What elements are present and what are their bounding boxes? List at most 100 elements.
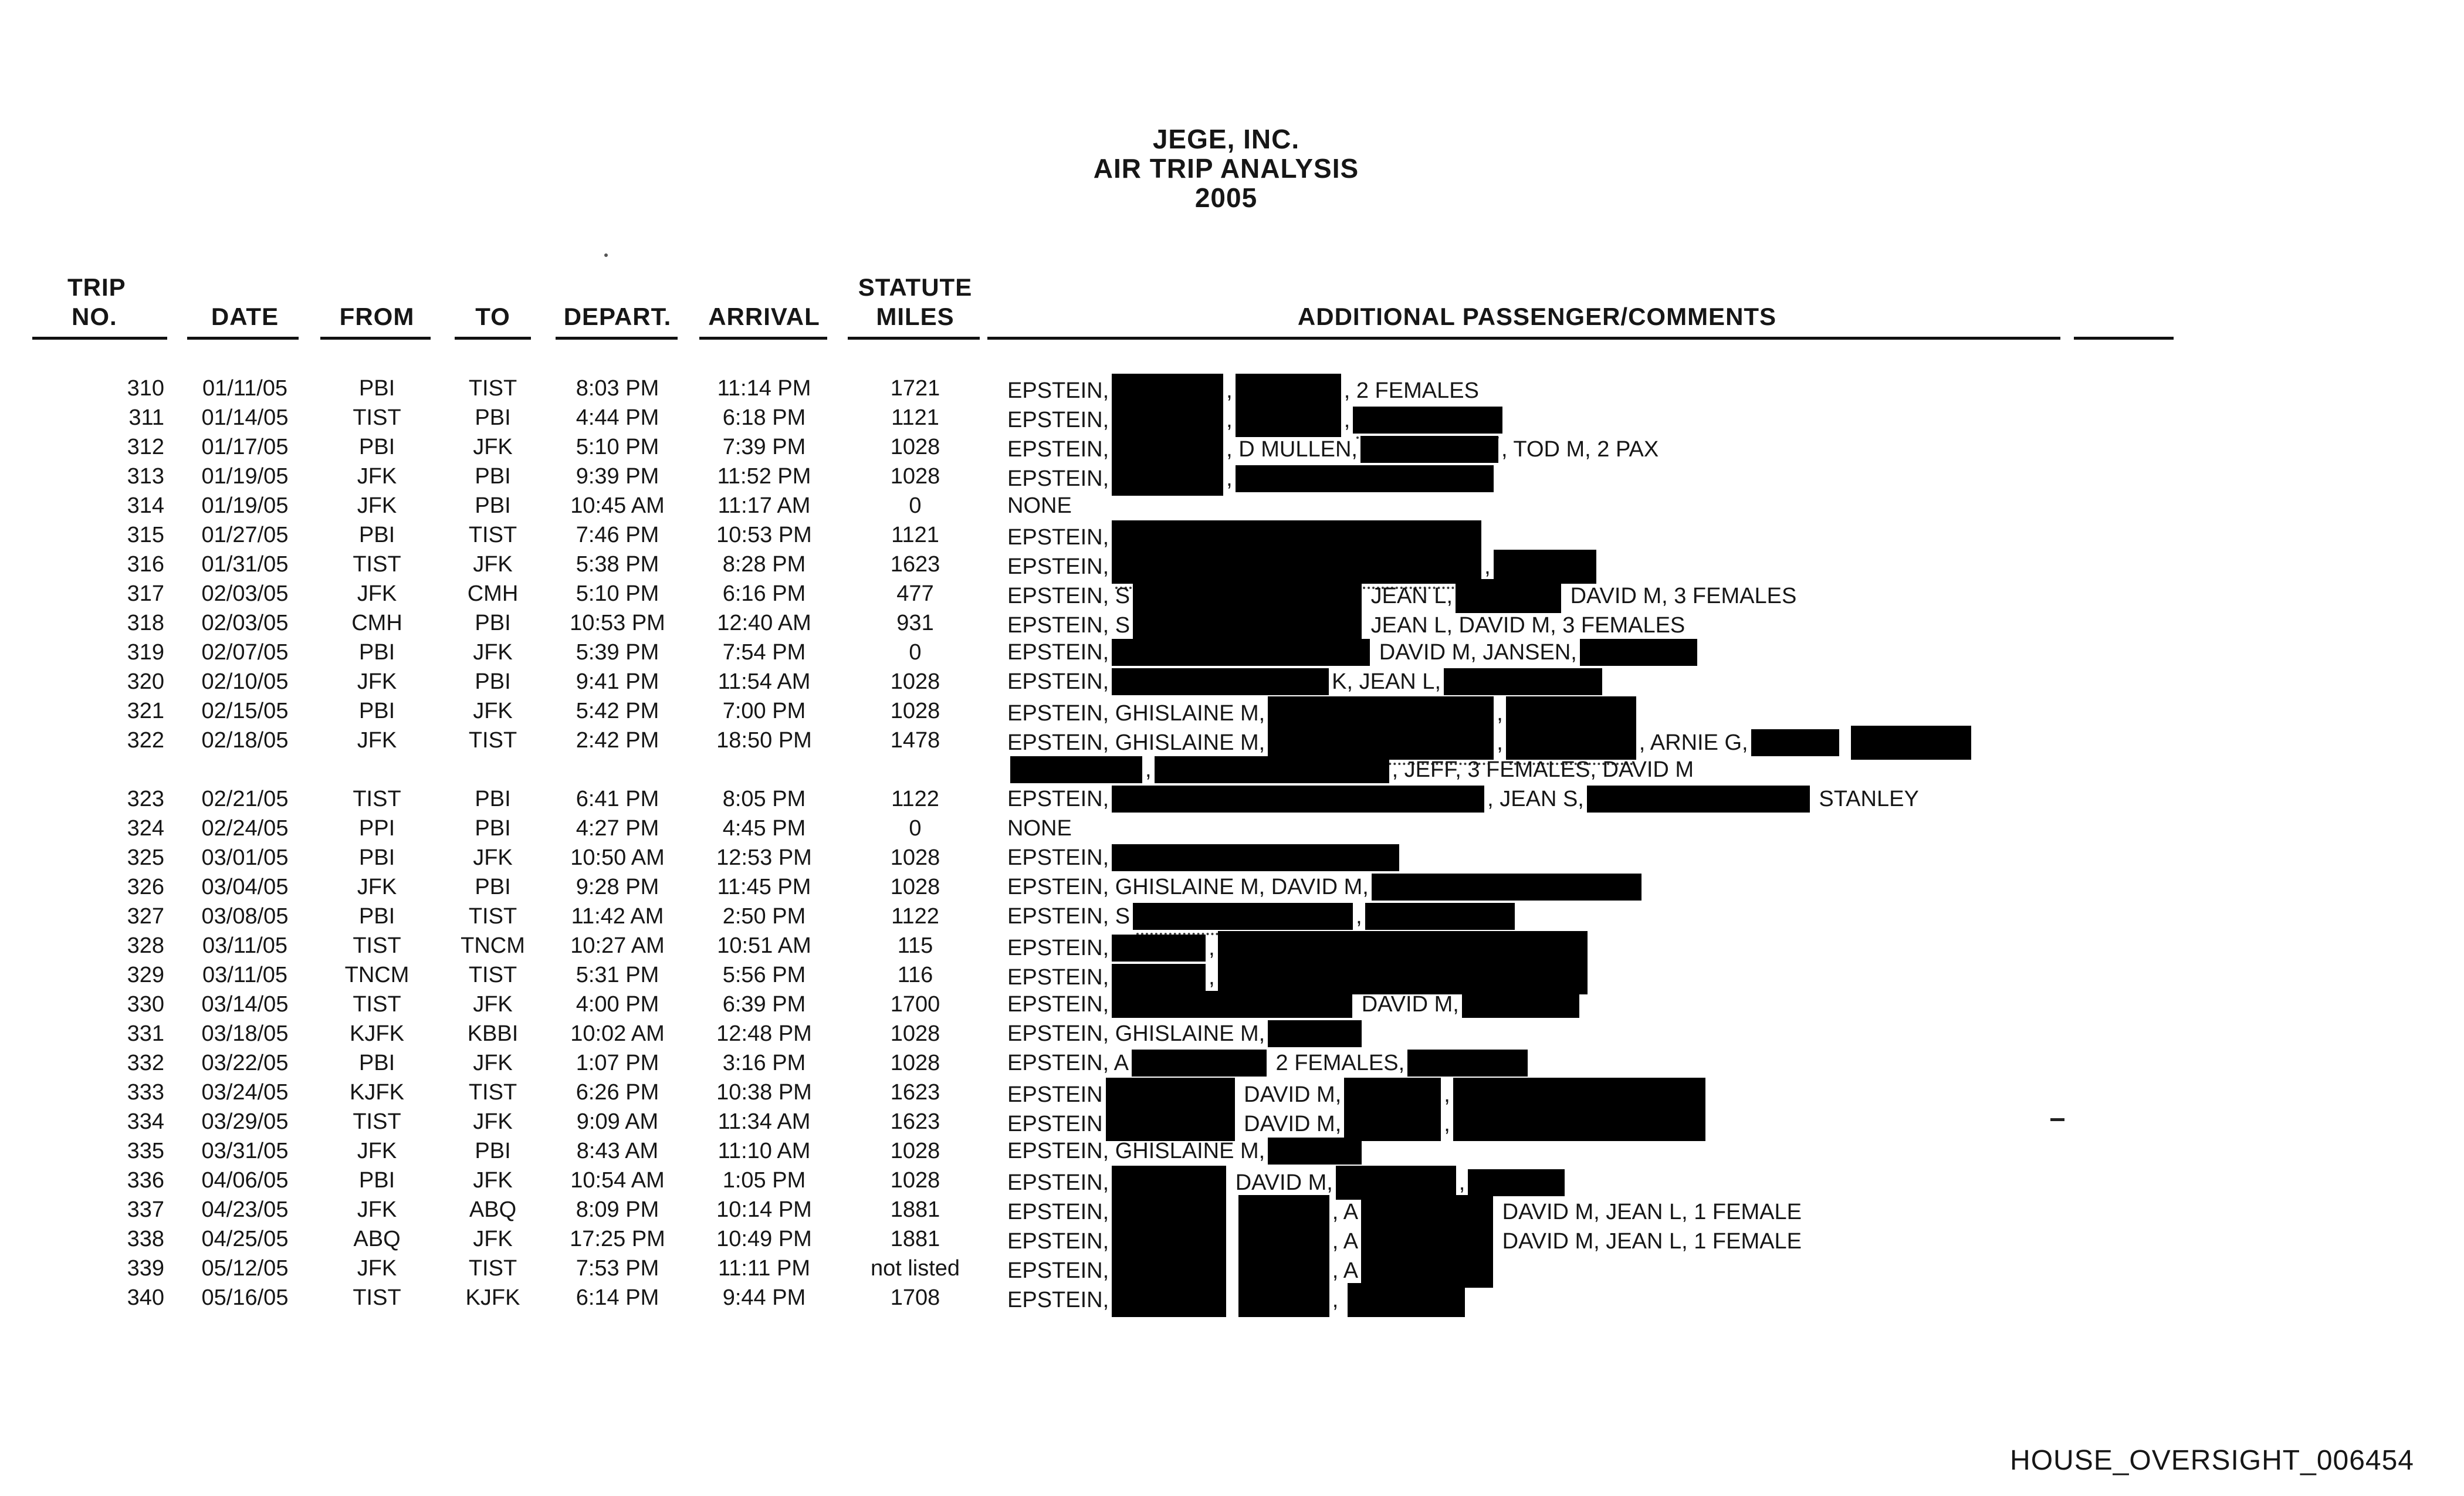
comments-cell: EPSTEIN,, , 2 FEMALES [1007,374,2446,408]
to-cell: TIST [468,904,517,929]
comment-text: EPSTEIN [1007,1082,1103,1107]
table-row: 312 01/17/05 PBI JFK 5:10 PM 7:39 PM 102… [0,432,2464,466]
arrival-cell: 12:48 PM [716,1021,812,1046]
date-cell: 03/04/05 [201,875,289,899]
table-row: 310 01/11/05 PBI TIST 8:03 PM 11:14 PM 1… [0,374,2464,408]
redaction-box [1133,579,1362,613]
comment-text: , [1226,408,1233,432]
comment-text: EPSTEIN, [1007,1170,1109,1195]
redaction-box [1361,1254,1494,1288]
table-row: 339 05/12/05 JFK TIST 7:53 PM 11:11 PM n… [0,1254,2464,1288]
table-row: 334 03/29/05 TIST JFK 9:09 AM 11:34 AM 1… [0,1107,2464,1141]
from-cell: TIST [353,933,401,958]
depart-cell: 9:39 PM [576,464,659,489]
redaction-box [1112,374,1224,408]
miles-cell: 1623 [890,552,940,577]
arrival-cell: 9:44 PM [722,1285,806,1310]
arrival-cell: 11:14 PM [717,376,811,401]
comment-text: JEAN L, [1365,584,1453,608]
date-cell: 02/24/05 [201,816,289,841]
comments-cell: EPSTEIN DAVID M,, [1007,1107,2446,1141]
redaction-box [1131,1050,1267,1077]
redaction-box [1586,786,1810,813]
comment-text: EPSTEIN, S [1007,613,1131,638]
arrival-cell: 11:10 AM [717,1139,811,1163]
redaction-box [1105,1078,1235,1112]
comment-text: EPSTEIN, GHISLAINE M, [1007,701,1265,726]
comments-cell: EPSTEIN, , D MULLEN, , TOD M, 2 PAX [1007,432,2446,466]
date-cell: 02/10/05 [201,669,289,694]
date-cell: 04/25/05 [201,1227,289,1251]
header-to: TO [475,303,510,330]
comment-text: 2 FEMALES, [1269,1051,1405,1075]
table-row: 338 04/25/05 ABQ JFK 17:25 PM 10:49 PM 1… [0,1224,2464,1258]
from-cell: JFK [357,875,397,899]
table-row: 318 02/03/05 CMH PBI 10:53 PM 12:40 AM 9… [0,608,2464,642]
trip-no-cell: 313 [127,464,164,489]
redaction-box [1112,1283,1227,1317]
redaction-box [1133,903,1353,935]
header-underline [187,337,299,340]
comment-text: EPSTEIN, [1007,669,1109,694]
table-row: 335 03/31/05 JFK PBI 8:43 AM 11:10 AM 10… [0,1136,2464,1166]
date-cell: 02/18/05 [201,728,289,753]
comments-cell: EPSTEIN, GHISLAINE M, DAVID M, [1007,872,2446,902]
table-row: 322 02/18/05 JFK TIST 2:42 PM 18:50 PM 1… [0,726,2464,765]
comment-text: EPSTEIN, [1007,1229,1109,1254]
from-cell: TIST [353,405,401,430]
table-row: 324 02/24/05 PPI PBI 4:27 PM 4:45 PM 0 N… [0,814,2464,843]
table-row: 337 04/23/05 JFK ABQ 8:09 PM 10:14 PM 18… [0,1195,2464,1229]
miles-cell: 1028 [890,1021,940,1046]
to-cell: PBI [475,405,511,430]
trip-no-cell: 339 [127,1256,164,1281]
miles-cell: 1028 [890,464,940,489]
comment-text: , [1458,1170,1465,1195]
depart-cell: 8:43 AM [576,1139,659,1163]
comments-cell: EPSTEIN,, [1007,462,2446,496]
miles-cell: 1881 [890,1197,940,1222]
trip-no-cell: 332 [127,1051,164,1075]
depart-cell: 5:39 PM [576,640,659,665]
comment-text: EPSTEIN, A [1007,1051,1129,1075]
comment-text: , [1356,904,1362,929]
redaction-box [1238,1224,1329,1258]
arrival-cell: 10:49 PM [716,1227,812,1251]
comment-text: NONE [1007,493,1072,518]
trip-no-cell: 330 [127,992,164,1017]
to-cell: PBI [475,787,511,811]
depart-cell: 9:41 PM [576,669,659,694]
table-row: 317 02/03/05 JFK CMH 5:10 PM 6:16 PM 477… [0,579,2464,613]
miles-cell: 1028 [890,699,940,723]
trip-no-cell: 336 [127,1168,164,1193]
miles-cell: 1028 [890,1051,940,1075]
comments-cell: EPSTEIN,, [1007,931,2446,965]
header-underline [2074,337,2174,340]
arrival-cell: 11:54 AM [717,669,811,694]
redaction-box [1235,403,1341,437]
depart-cell: 17:25 PM [570,1227,665,1251]
comment-text: EPSTEIN, [1007,936,1109,960]
comment-text: EPSTEIN, [1007,1200,1109,1224]
from-cell: PBI [358,1168,395,1193]
from-cell: PBI [358,699,395,723]
date-cell: 02/03/05 [201,611,289,635]
from-cell: JFK [357,581,397,606]
comment-text: EPSTEIN, S [1007,904,1131,929]
from-cell: TIST [353,992,401,1017]
date-cell: 02/21/05 [201,787,289,811]
depart-cell: 5:42 PM [576,699,659,723]
comments-cell: EPSTEIN, S JEAN L, DAVID M, 3 FEMALES [1007,579,2446,613]
table-row: 330 03/14/05 TIST JFK 4:00 PM 6:39 PM 17… [0,990,2464,1019]
from-cell: PBI [358,523,395,547]
redaction-box [1112,1195,1227,1229]
comment-text [1229,1197,1236,1227]
depart-cell: 9:09 AM [576,1109,659,1134]
header-underline [320,337,431,340]
depart-cell: 9:28 PM [576,875,659,899]
comments-cell: EPSTEIN, DAVID M, [1007,990,2446,1019]
arrival-cell: 1:05 PM [722,1168,806,1193]
comment-text: EPSTEIN, [1007,437,1109,462]
header-underline [848,337,980,340]
comment-text [1229,1227,1236,1256]
to-cell: KJFK [465,1285,520,1310]
